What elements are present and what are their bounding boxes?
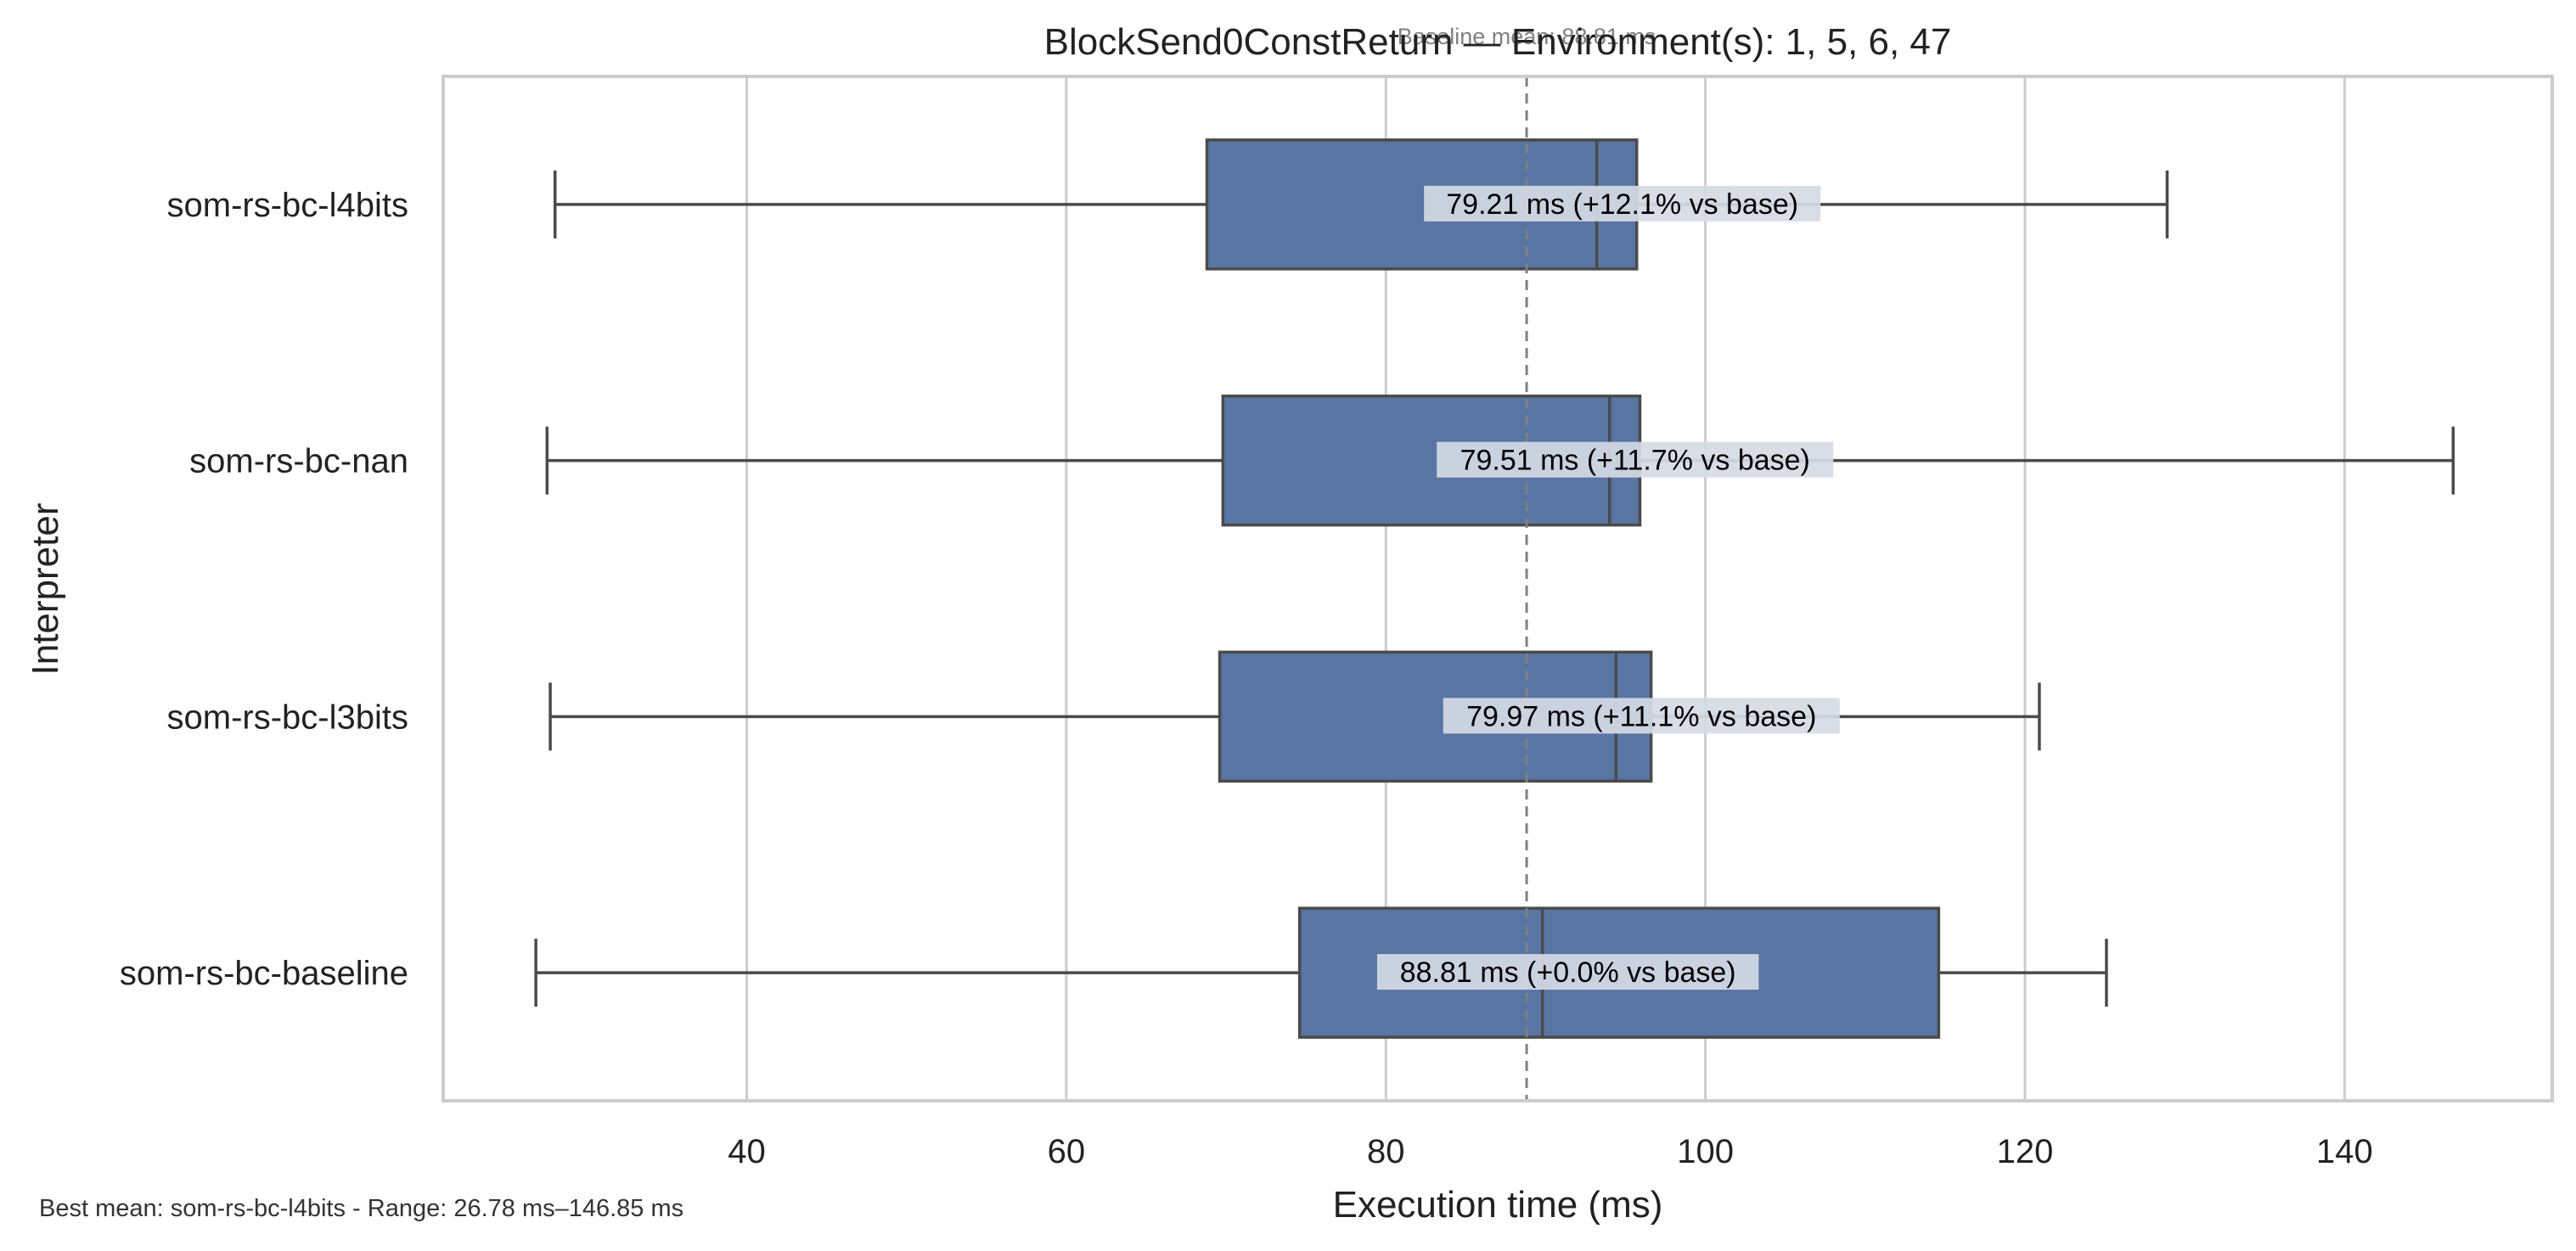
y-tick-label: som-rs-bc-baseline <box>120 955 408 992</box>
box-series <box>534 138 2455 1039</box>
x-tick-label: 140 <box>2316 1133 2373 1170</box>
x-axis-label: Execution time (ms) <box>1333 1184 1663 1226</box>
x-tick-label: 120 <box>1997 1133 2054 1170</box>
x-tick-label: 60 <box>1048 1133 1086 1170</box>
footer-note: Best mean: som-rs-bc-l4bits - Range: 26.… <box>39 1195 684 1222</box>
data-label-bg <box>1376 954 1759 990</box>
box-iqr <box>1218 650 1653 783</box>
chart-title: BlockSend0ConstReturn — Environment(s): … <box>1044 21 1952 63</box>
x-tick-label: 80 <box>1367 1133 1405 1170</box>
data-label-bg <box>1424 185 1821 222</box>
x-tick-label: 40 <box>728 1133 766 1170</box>
data-label: 79.21 ms (+12.1% vs base) <box>1446 188 1798 221</box>
y-tick-label: som-rs-bc-l3bits <box>167 698 408 736</box>
baseline-mean-label: Baseline mean: 88.81 ms <box>1398 24 1656 49</box>
x-tick-label: 100 <box>1677 1133 1734 1170</box>
y-tick-labels: som-rs-bc-l4bits som-rs-bc-nan som-rs-bc-l… <box>120 187 408 992</box>
plot-frame <box>442 75 2554 1102</box>
data-label: 88.81 ms (+0.0% vs base) <box>1400 956 1736 989</box>
data-label: 79.97 ms (+11.1% vs base) <box>1466 700 1816 732</box>
data-label: 79.51 ms (+11.7% vs base) <box>1460 445 1810 477</box>
y-axis-label: Interpreter <box>25 503 66 676</box>
y-tick-label: som-rs-bc-nan <box>189 443 408 480</box>
x-tick-labels: 40 60 80 100 120 140 <box>728 1133 2372 1170</box>
data-labels: 79.21 ms (+12.1% vs base) 79.51 ms (+11.7… <box>1376 185 1840 990</box>
y-tick-label: som-rs-bc-l4bits <box>167 187 408 224</box>
data-label-bg <box>1443 698 1840 734</box>
data-label-bg <box>1437 441 1834 478</box>
